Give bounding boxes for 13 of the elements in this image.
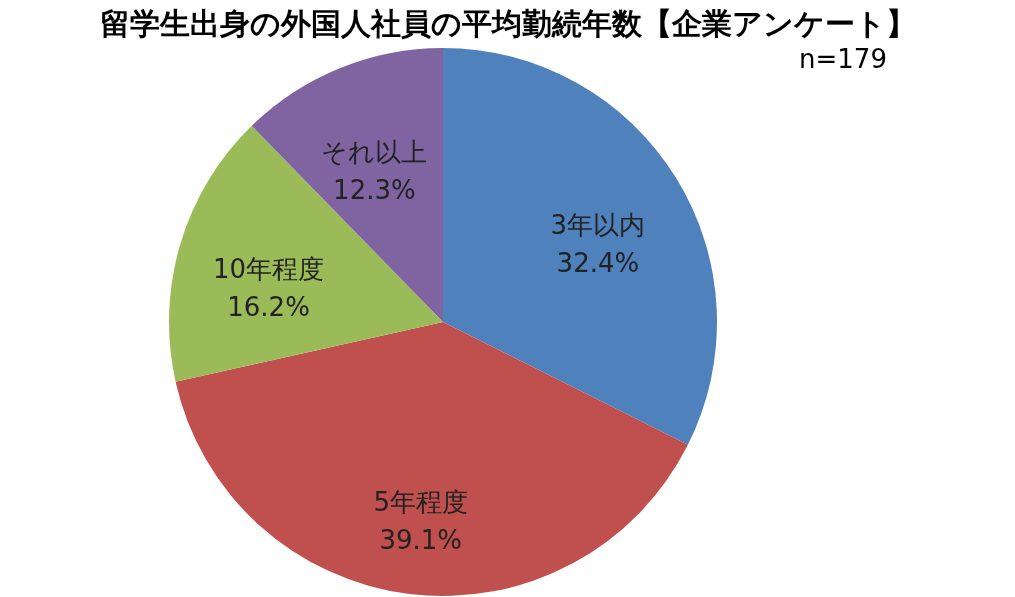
data-label: 16.2% [227,292,310,323]
chart-title: 留学生出身の外国人社員の平均勤続年数【企業アンケート】 [99,6,916,41]
slice-label: 5年程度 [373,486,469,517]
slice-label: 3年以内 [550,210,646,241]
data-label: 32.4% [556,248,640,279]
pie-slice [169,125,443,382]
data-label: 12.3% [333,175,416,206]
text: n=179 [799,44,887,74]
slice-label: それ以上 [321,137,428,168]
pie-slice [175,322,688,596]
slice-label: 10年程度 [213,254,325,285]
data-label: 39.1% [379,524,463,555]
pie-slice [443,48,717,445]
